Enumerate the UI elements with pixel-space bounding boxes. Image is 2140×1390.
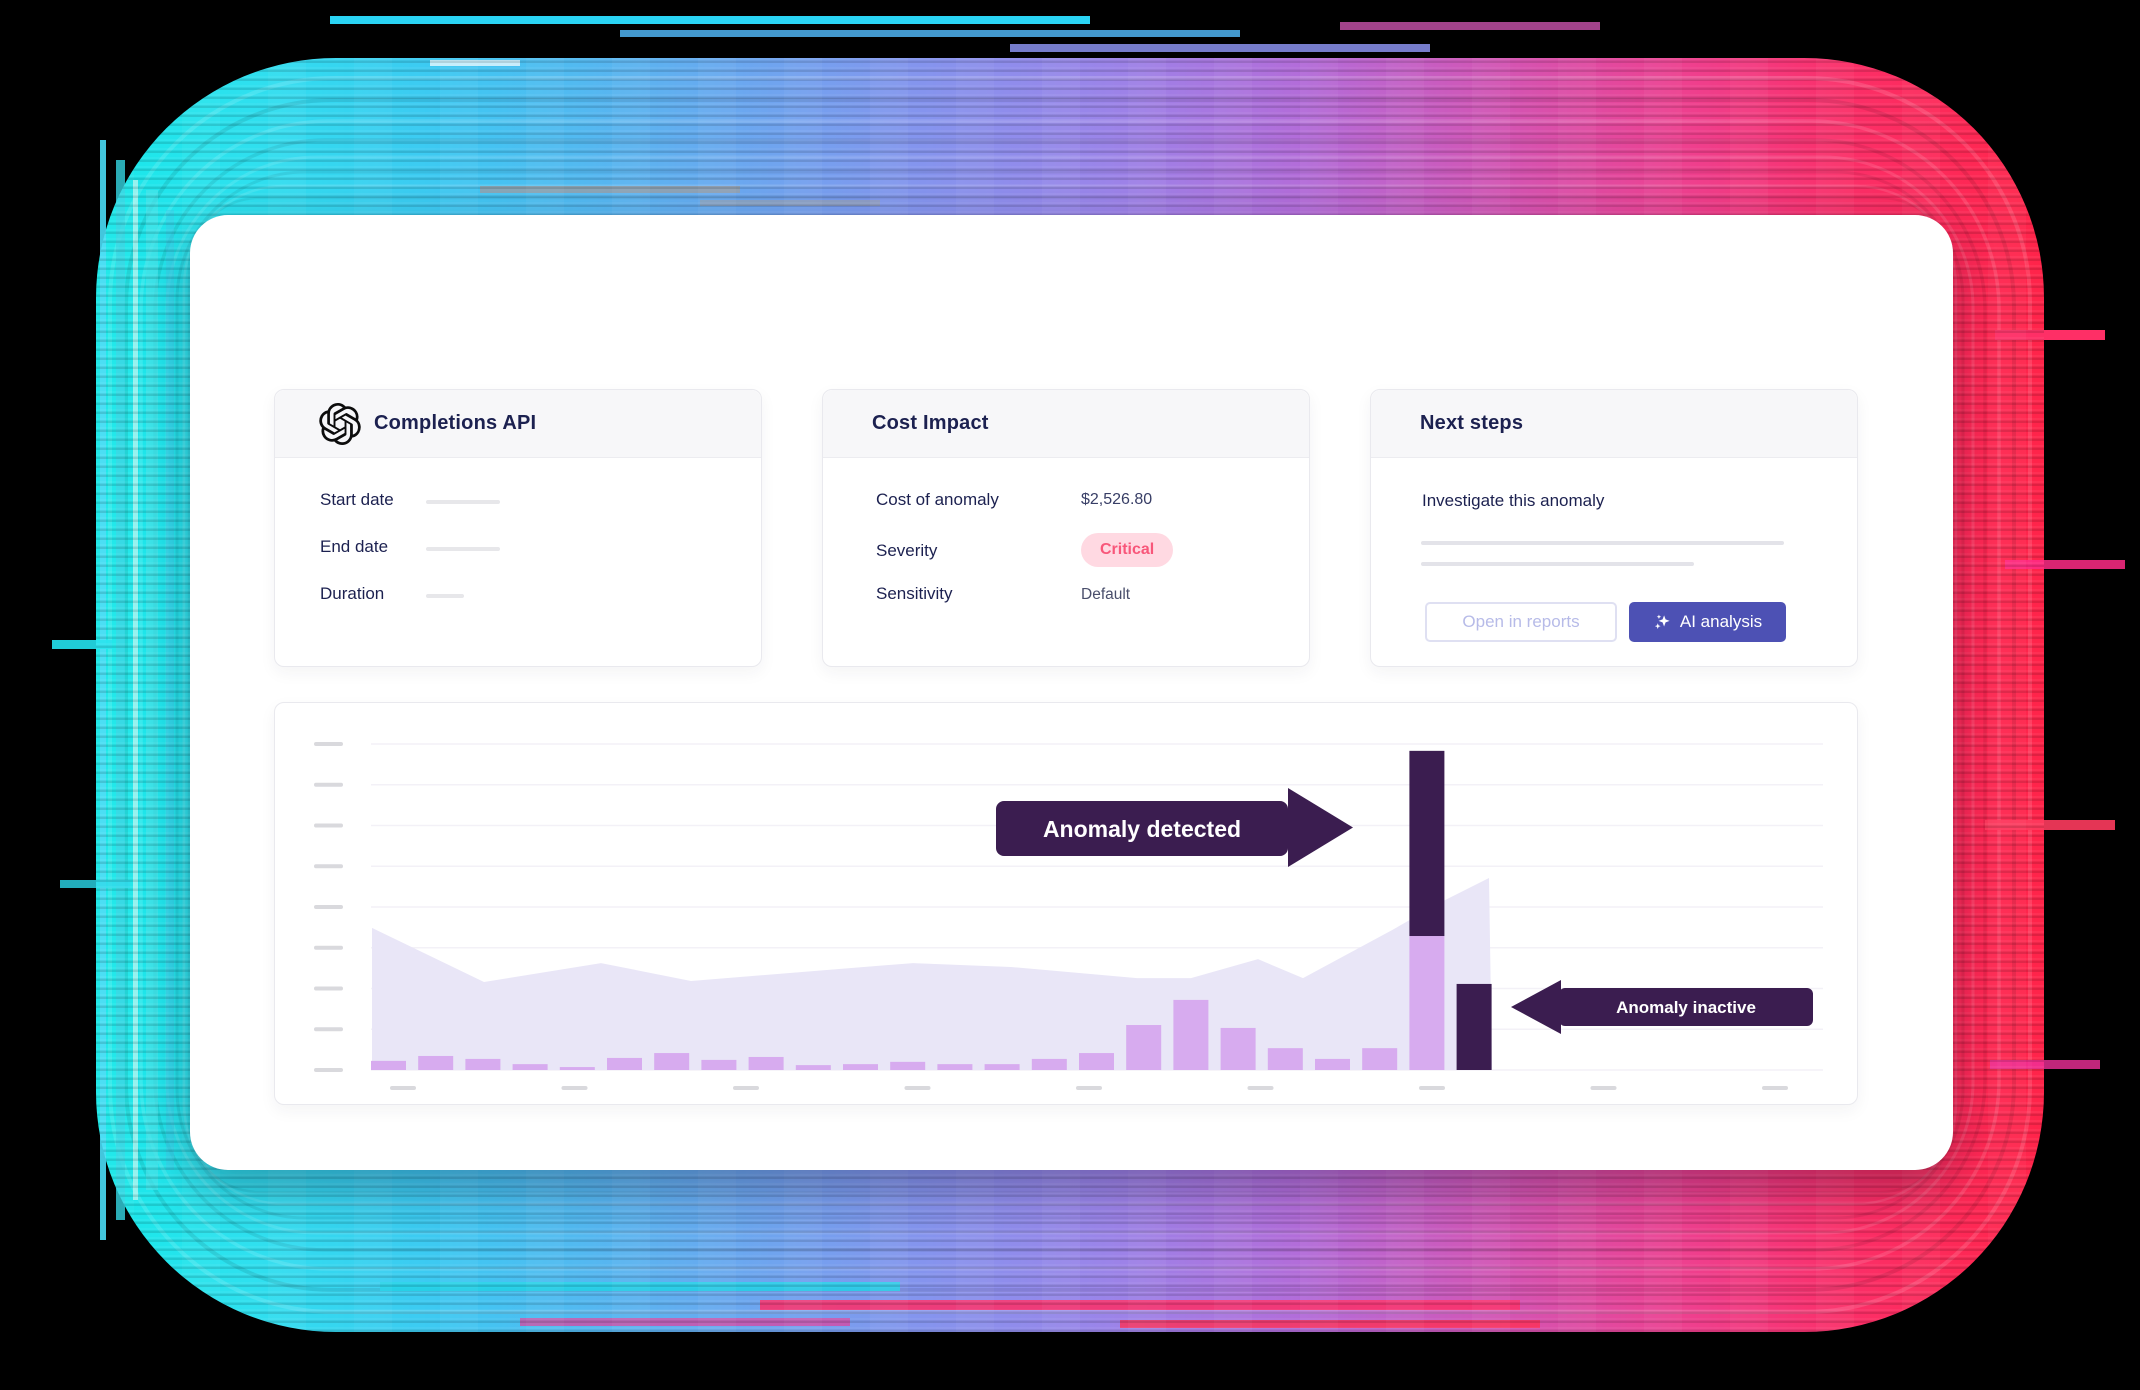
annotation-detected: Anomaly detected	[996, 788, 1353, 867]
x-axis-tick-skeleton	[1762, 1086, 1788, 1090]
chart-bar	[418, 1055, 454, 1070]
card-title: Completions API	[374, 412, 537, 434]
x-axis-tick-skeleton	[1590, 1086, 1617, 1090]
chart-bar	[559, 1067, 595, 1070]
card-title: Next steps	[1420, 412, 1524, 434]
y-axis-tick-skeleton	[314, 945, 343, 950]
severity-badge: Critical	[1081, 533, 1174, 567]
sparkles-icon	[1654, 614, 1670, 629]
chart-bar	[1220, 1027, 1256, 1070]
cost-impact-card: Cost Impact Cost of anomaly $2,526.80 Se…	[822, 389, 1310, 667]
y-axis-tick-skeleton	[314, 823, 343, 828]
chart-bar	[465, 1058, 501, 1070]
row-label: Severity	[876, 541, 938, 560]
text-skeleton	[1421, 541, 1784, 545]
next-steps-heading: Investigate this anomaly	[1422, 491, 1605, 510]
row-label: Sensitivity	[876, 584, 953, 603]
y-axis-tick-skeleton	[314, 905, 343, 909]
next-steps-card: Next steps Investigate this anomaly Open…	[1370, 389, 1858, 667]
ai-analysis-button[interactable]: AI analysis	[1629, 602, 1786, 642]
chart-bar	[1315, 1058, 1350, 1070]
x-axis-tick-skeleton	[561, 1086, 588, 1090]
chart-bar	[701, 1059, 737, 1070]
x-axis-tick-skeleton	[733, 1086, 759, 1090]
anomaly-bar-normal	[1409, 936, 1445, 1070]
svg-text:Anomaly detected: Anomaly detected	[1043, 816, 1241, 842]
button-label: Open in reports	[1462, 612, 1580, 631]
card-header: Cost Impact	[823, 390, 1309, 458]
row-label: Start date	[320, 490, 394, 509]
chart-bar	[984, 1064, 1020, 1070]
main-panel: Completions API Start date End date Dura…	[190, 215, 1953, 1170]
chart-bar	[937, 1064, 973, 1070]
x-axis-tick-skeleton	[904, 1086, 931, 1090]
inactive-anomaly-bar	[1456, 983, 1492, 1070]
y-axis-tick-skeleton	[314, 782, 343, 787]
chart-bar	[512, 1064, 548, 1070]
openai-logo-icon	[319, 402, 361, 445]
value-skeleton	[426, 547, 500, 551]
value-skeleton	[426, 500, 500, 504]
y-axis-tick-skeleton	[314, 1027, 343, 1032]
row-label: Cost of anomaly	[876, 490, 999, 509]
x-axis-tick-skeleton	[1247, 1086, 1274, 1090]
anomaly-bar-spike	[1409, 750, 1445, 937]
y-axis-tick-skeleton	[314, 742, 343, 746]
chart-bar	[890, 1061, 926, 1070]
chart-bar	[371, 1060, 406, 1070]
completions-api-card: Completions API Start date End date Dura…	[274, 389, 762, 667]
x-axis-tick-skeleton	[390, 1086, 416, 1090]
x-axis-tick-skeleton	[1419, 1086, 1445, 1090]
chart-bar	[795, 1065, 831, 1070]
chart-bar	[654, 1053, 690, 1070]
row-label: End date	[320, 537, 389, 556]
x-axis-tick-skeleton	[1076, 1086, 1102, 1090]
text-skeleton	[1421, 562, 1694, 566]
cost-of-anomaly-value: $2,526.80	[1081, 491, 1153, 508]
open-in-reports-button[interactable]: Open in reports	[1425, 602, 1617, 642]
card-header: Next steps	[1371, 390, 1857, 458]
card-header: Completions API	[275, 390, 761, 458]
chart-bar	[1031, 1058, 1067, 1070]
button-label: AI analysis	[1679, 612, 1763, 631]
chart-bar	[1362, 1048, 1398, 1070]
y-axis-tick-skeleton	[314, 986, 343, 991]
chart-bar	[1079, 1053, 1114, 1070]
chart-bar	[607, 1057, 642, 1070]
card-title: Cost Impact	[872, 412, 989, 434]
usage-chart: Anomaly detected Anomaly inactive	[314, 742, 1823, 1090]
chart-bar	[1267, 1048, 1303, 1070]
y-axis-tick-skeleton	[314, 864, 343, 869]
annotation-inactive: Anomaly inactive	[1511, 980, 1813, 1034]
y-axis-tick-skeleton	[314, 1068, 343, 1072]
chart-bar	[843, 1064, 878, 1070]
chart-bar	[748, 1056, 784, 1070]
sensitivity-value: Default	[1081, 586, 1131, 603]
value-skeleton	[426, 594, 464, 598]
chart-bar	[1173, 999, 1209, 1070]
row-label: Duration	[320, 584, 385, 603]
chart-card: Anomaly detected Anomaly inactive	[274, 702, 1858, 1105]
svg-text:Anomaly inactive: Anomaly inactive	[1616, 998, 1756, 1017]
usage-area	[372, 877, 1492, 1070]
chart-bar	[1126, 1025, 1162, 1070]
